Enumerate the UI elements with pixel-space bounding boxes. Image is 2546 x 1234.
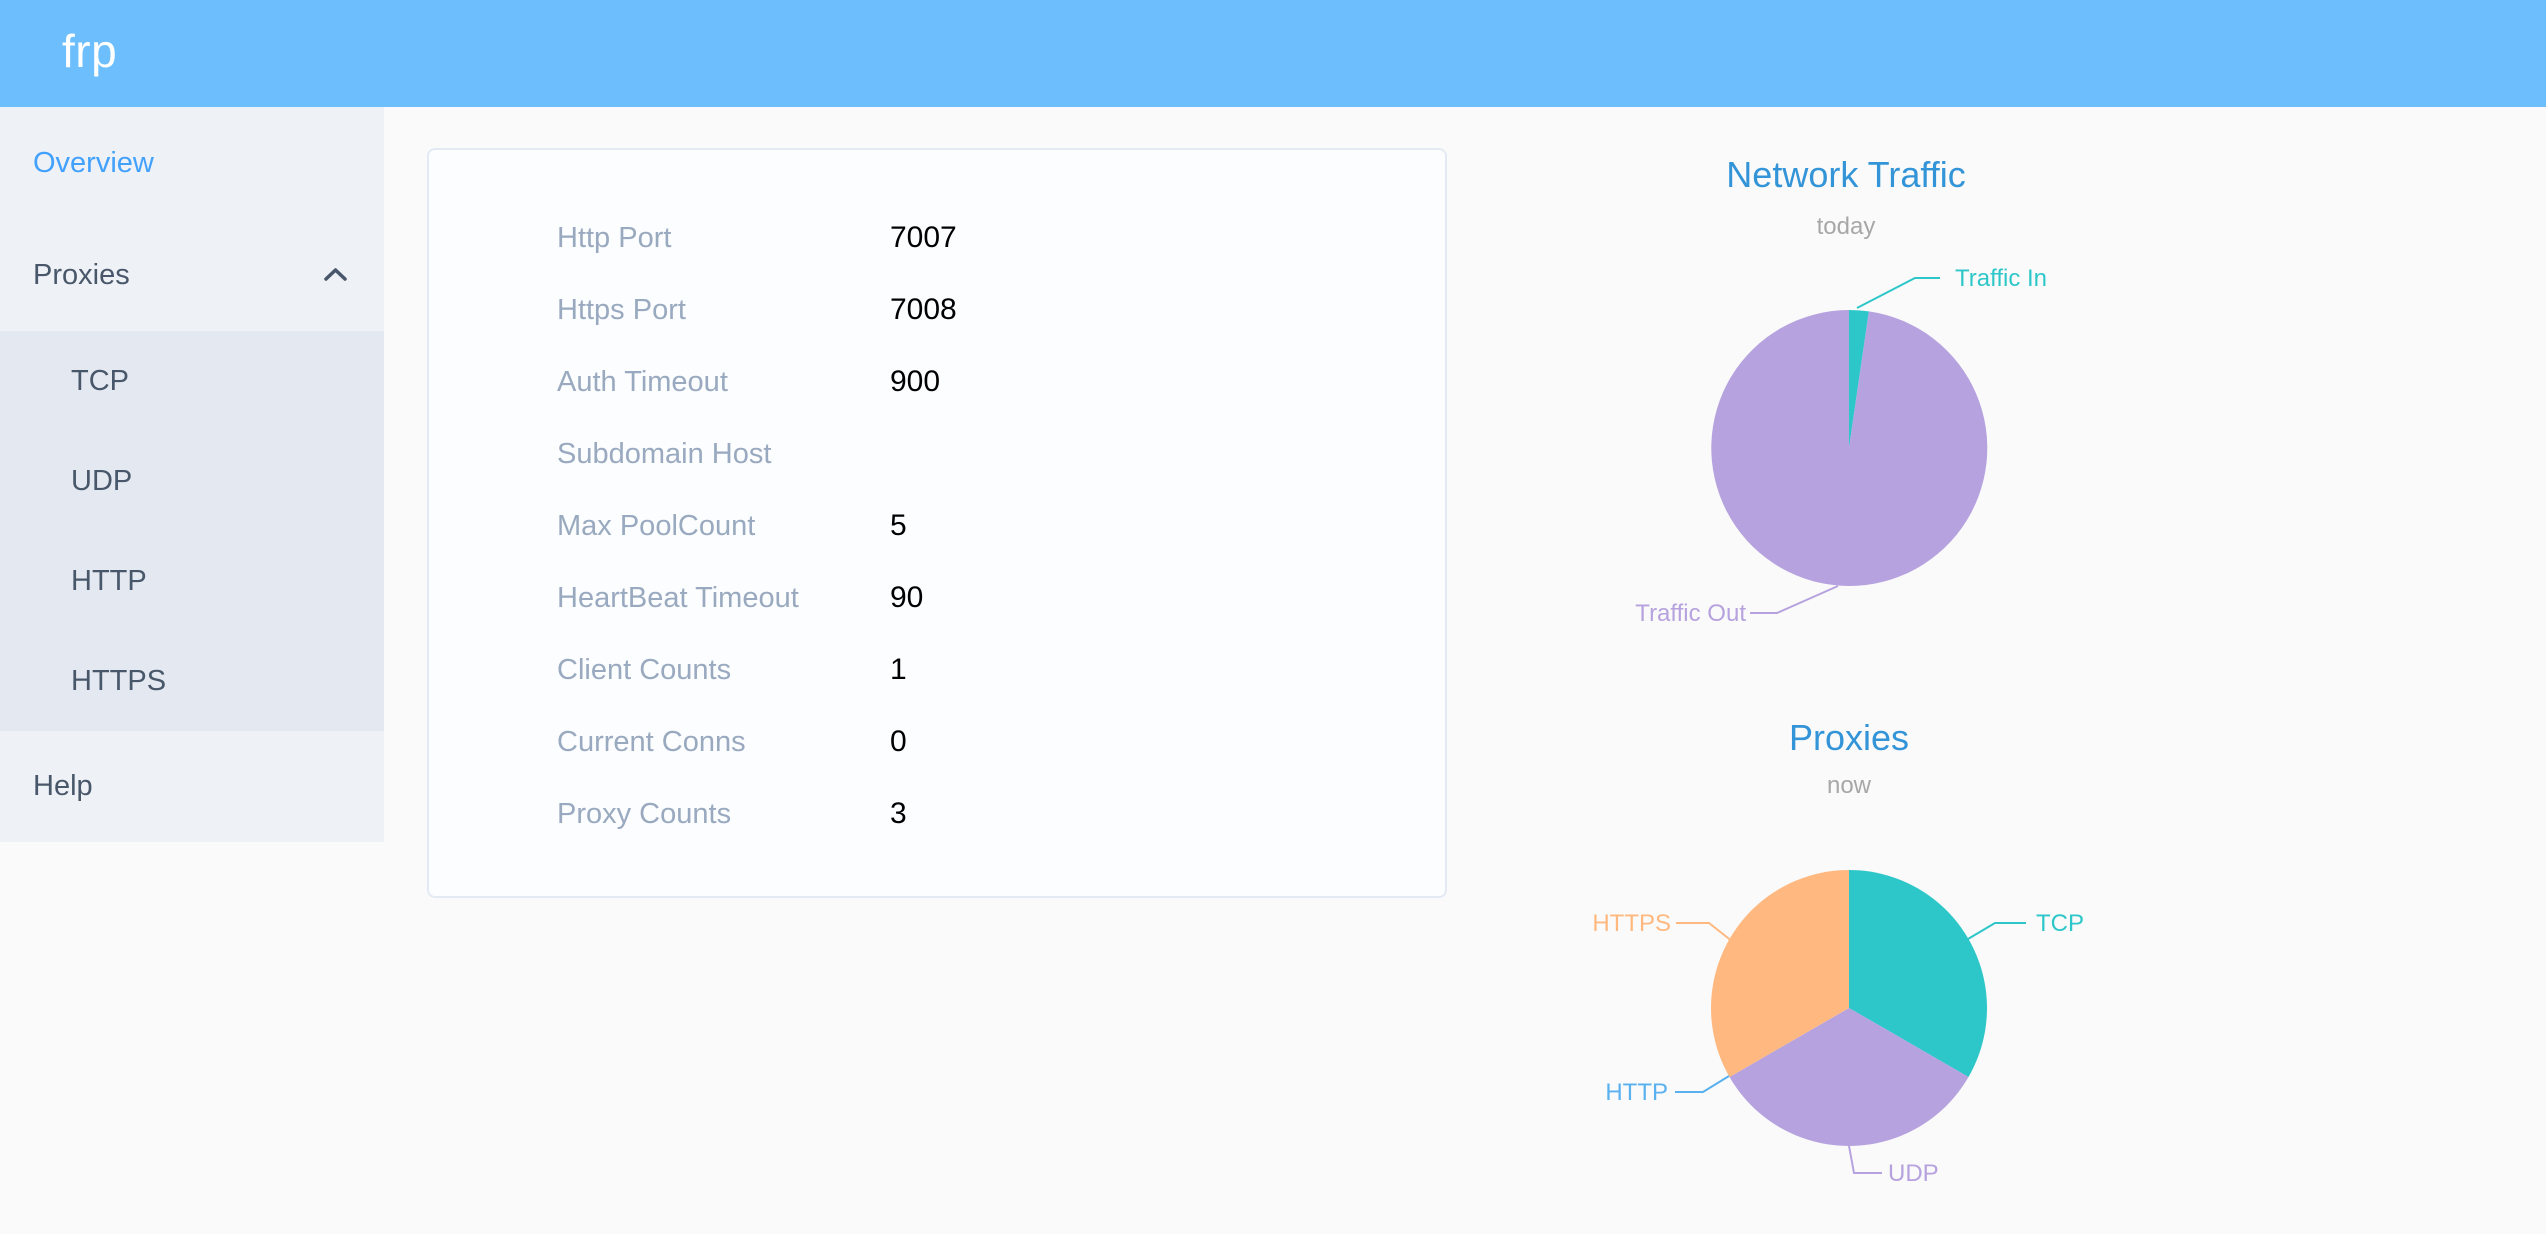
config-label: Http Port bbox=[557, 221, 672, 254]
sidebar-item-label: Proxies bbox=[33, 258, 130, 291]
sidebar-item-tcp[interactable]: TCP bbox=[0, 331, 384, 431]
config-label: Https Port bbox=[557, 293, 686, 326]
config-label: Client Counts bbox=[557, 653, 732, 686]
sidebar-item-label: Overview bbox=[33, 146, 154, 179]
pie-leader-https bbox=[1676, 922, 1734, 943]
pie-label-traffic-in: Traffic In bbox=[1955, 265, 2047, 292]
config-row-heartbeat-timeout: HeartBeat Timeout 90 bbox=[557, 562, 1445, 634]
network-traffic-chart: Network Traffic today Traffic In Traffic… bbox=[1635, 154, 2047, 627]
sidebar-item-proxies[interactable]: Proxies bbox=[0, 219, 384, 331]
app-header: frp bbox=[0, 0, 2546, 107]
sidebar-item-label: HTTP bbox=[71, 564, 147, 597]
pie-slice-https[interactable] bbox=[1711, 870, 1849, 1077]
config-value: 7007 bbox=[890, 221, 957, 254]
config-label: Max PoolCount bbox=[557, 509, 756, 542]
config-row-client-counts: Client Counts 1 bbox=[557, 634, 1445, 706]
config-value: 3 bbox=[890, 797, 907, 830]
pie-leader-http bbox=[1675, 1075, 1730, 1093]
config-label: Auth Timeout bbox=[557, 365, 728, 398]
config-row-max-poolcount: Max PoolCount 5 bbox=[557, 490, 1445, 562]
pie-slice-traffic-out[interactable] bbox=[1711, 310, 1988, 586]
sidebar-item-http[interactable]: HTTP bbox=[0, 531, 384, 631]
chevron-up-icon[interactable] bbox=[324, 267, 347, 281]
config-value: 5 bbox=[890, 509, 907, 542]
sidebar-item-label: TCP bbox=[71, 364, 129, 397]
chart-title: Proxies bbox=[1789, 717, 1909, 758]
config-value: 0 bbox=[890, 725, 907, 758]
config-row-current-conns: Current Conns 0 bbox=[557, 706, 1445, 778]
pie-slice-udp[interactable] bbox=[1729, 1008, 1969, 1146]
pie-slice-tcp[interactable] bbox=[1849, 870, 1987, 1077]
pie-label-udp: UDP bbox=[1888, 1160, 1939, 1187]
sidebar-item-label: UDP bbox=[71, 464, 133, 497]
config-value: 7008 bbox=[890, 293, 957, 326]
sidebar: Overview Proxies TCP UDP HTTP HTTPS Help bbox=[0, 107, 384, 842]
config-label: Current Conns bbox=[557, 725, 746, 758]
config-value: 1 bbox=[890, 653, 907, 686]
pie-label-tcp: TCP bbox=[2036, 910, 2084, 937]
config-row-https-port: Https Port 7008 bbox=[557, 274, 1445, 346]
proxies-submenu: TCP UDP HTTP HTTPS bbox=[0, 331, 384, 731]
pie-leader-traffic-out bbox=[1750, 585, 1839, 614]
sidebar-item-help[interactable]: Help bbox=[0, 731, 384, 842]
config-row-proxy-counts: Proxy Counts 3 bbox=[557, 778, 1445, 850]
pie-label-http: HTTP bbox=[1605, 1079, 1668, 1106]
proxies-pie bbox=[1711, 870, 1987, 1146]
sidebar-item-label: Help bbox=[33, 770, 93, 802]
pie-leader-tcp bbox=[1967, 922, 2026, 940]
sidebar-item-label: HTTPS bbox=[71, 664, 167, 697]
sidebar-item-overview[interactable]: Overview bbox=[0, 107, 384, 219]
server-config-card: Http Port 7007 Https Port 7008 Auth Time… bbox=[427, 148, 1447, 898]
sidebar-item-https[interactable]: HTTPS bbox=[0, 631, 384, 731]
network-traffic-pie bbox=[1711, 309, 1988, 586]
pie-label-traffic-out: Traffic Out bbox=[1635, 600, 1746, 627]
config-label: HeartBeat Timeout bbox=[557, 581, 799, 614]
pie-leader-traffic-in bbox=[1856, 277, 1940, 309]
chart-subtitle: today bbox=[1817, 213, 1876, 240]
proxies-chart: Proxies now TCP HTTPS HTTP UDP bbox=[1592, 717, 2084, 1187]
pie-slice-traffic-in[interactable] bbox=[1849, 309, 1869, 448]
config-row-subdomain-host: Subdomain Host bbox=[557, 418, 1445, 490]
pie-leader-udp bbox=[1848, 1145, 1882, 1174]
config-row-http-port: Http Port 7007 bbox=[557, 202, 1445, 274]
config-label: Subdomain Host bbox=[557, 437, 772, 470]
config-value: 90 bbox=[890, 581, 924, 614]
config-label: Proxy Counts bbox=[557, 797, 732, 830]
frp-logo: frp bbox=[62, 24, 118, 77]
config-row-auth-timeout: Auth Timeout 900 bbox=[557, 346, 1445, 418]
chart-subtitle: now bbox=[1827, 772, 1872, 799]
config-value: 900 bbox=[890, 365, 941, 398]
pie-label-https: HTTPS bbox=[1592, 910, 1671, 937]
sidebar-item-udp[interactable]: UDP bbox=[0, 431, 384, 531]
chart-title: Network Traffic bbox=[1726, 154, 1965, 195]
